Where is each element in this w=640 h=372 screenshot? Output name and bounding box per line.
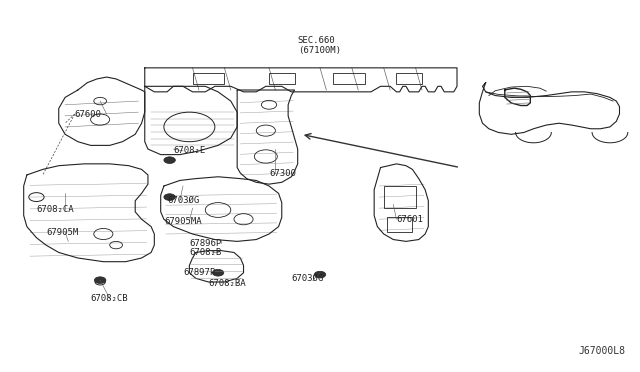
Text: J67000L8: J67000L8: [579, 346, 626, 356]
Bar: [193, 73, 225, 84]
Circle shape: [164, 157, 175, 163]
Text: 67300: 67300: [269, 169, 296, 177]
Text: 6703ØG: 6703ØG: [167, 196, 199, 205]
Circle shape: [212, 269, 224, 276]
Text: 67905M: 67905M: [46, 228, 78, 237]
Bar: [384, 186, 415, 208]
Text: 67905MA: 67905MA: [164, 217, 202, 225]
Text: 67601: 67601: [396, 215, 423, 224]
Text: 6708₂CB: 6708₂CB: [91, 294, 128, 303]
Text: 6703ØG: 6703ØG: [291, 274, 324, 283]
Bar: [333, 73, 365, 84]
Circle shape: [95, 277, 106, 283]
Circle shape: [314, 271, 326, 278]
Circle shape: [164, 194, 175, 201]
Bar: [396, 73, 422, 84]
Text: 6708₂BA: 6708₂BA: [209, 279, 246, 288]
Text: SEC.660
(67100M): SEC.660 (67100M): [298, 36, 340, 55]
Text: 6708₂E: 6708₂E: [173, 147, 205, 155]
Text: 67896P: 67896P: [189, 239, 221, 248]
Text: 67600: 67600: [75, 109, 102, 119]
Bar: [269, 73, 294, 84]
Text: 67897P: 67897P: [183, 268, 215, 277]
Bar: [387, 217, 412, 232]
Text: 6708₂B: 6708₂B: [189, 248, 221, 257]
Text: 6708₂CA: 6708₂CA: [36, 205, 74, 215]
